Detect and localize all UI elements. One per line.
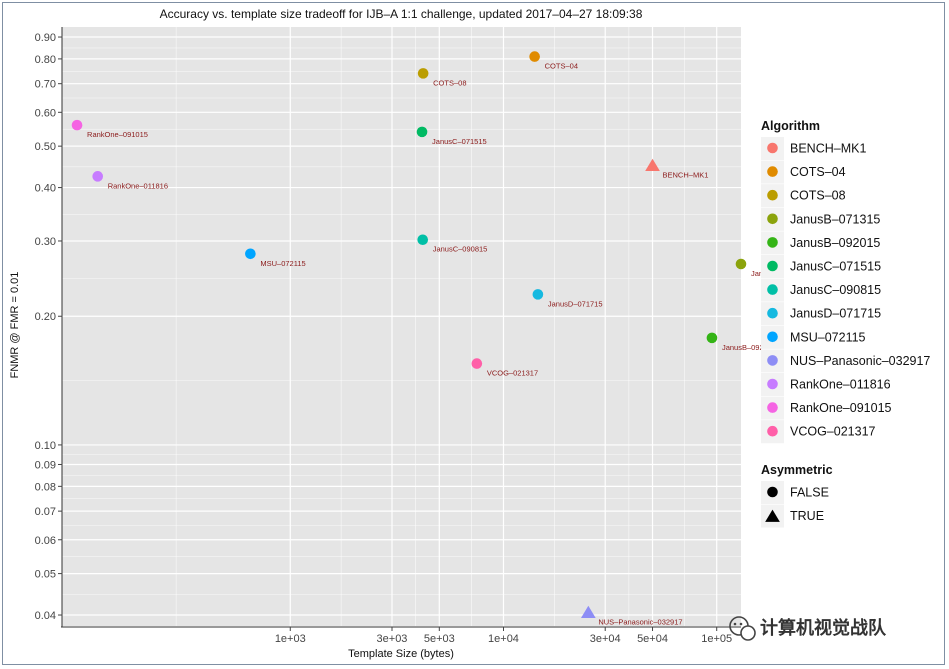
data-label: VCOG–021317 <box>487 369 538 378</box>
watermark-text: 计算机视觉战队 <box>760 617 887 638</box>
legend-label: TRUE <box>790 509 824 523</box>
legend-swatch <box>767 402 778 413</box>
legend-label: JanusC–090815 <box>790 283 881 297</box>
y-tick-label: 0.40 <box>35 183 56 195</box>
data-label: JanusC–090815 <box>433 245 488 254</box>
point-labels: BENCH–MK1COTS–04COTS–08JanusJanusB–092Ja… <box>87 62 771 627</box>
x-tick-label: 3e+04 <box>590 633 621 645</box>
legend-swatch <box>767 378 778 390</box>
x-tick-label: 1e+05 <box>701 633 732 645</box>
y-tick-label: 0.05 <box>35 569 56 581</box>
data-point <box>245 248 256 260</box>
data-point <box>71 119 83 131</box>
y-tick-label: 0.30 <box>35 236 56 248</box>
x-tick-label: 1e+03 <box>275 633 306 645</box>
plot-panel <box>62 27 741 626</box>
data-point <box>529 51 540 62</box>
y-tick-label: 0.06 <box>35 535 56 547</box>
legend-label: RankOne–091015 <box>790 401 892 415</box>
legend-algorithm: BENCH–MK1 COTS–04 COTS–08 JanusB–071315 Janu… <box>761 137 930 444</box>
legend-label: FALSE <box>790 486 829 500</box>
x-tick-label: 5e+04 <box>637 633 668 645</box>
data-point <box>471 358 483 369</box>
legend-label: MSU–072115 <box>790 330 866 344</box>
data-point <box>706 332 718 344</box>
y-axis-title: FNMR @ FMR = 0.01 <box>9 272 21 379</box>
data-label: COTS–04 <box>545 62 578 71</box>
data-label: BENCH–MK1 <box>663 171 709 180</box>
legend-algorithm-title: Algorithm <box>761 119 820 133</box>
data-point <box>532 289 544 300</box>
wechat-icon <box>729 616 756 641</box>
y-tick-label: 0.90 <box>35 32 56 44</box>
x-axis-title: Template Size (bytes) <box>348 648 454 660</box>
legend-label: JanusB–071315 <box>790 212 880 226</box>
chart-title: Accuracy vs. template size tradeoff for … <box>160 7 643 21</box>
legend-swatch <box>767 237 778 248</box>
data-label: JanusD–071715 <box>548 299 603 308</box>
data-label: MSU–072115 <box>260 259 305 268</box>
minor-gridlines <box>62 27 741 627</box>
legend-label: RankOne–011816 <box>790 378 891 392</box>
y-tick-label: 0.10 <box>35 440 56 452</box>
y-axis-ticks: 0.04 0.05 0.06 0.07 0.08 0.09 0.10 0.20 0.30 0.40… <box>35 32 62 622</box>
data-point <box>417 234 429 246</box>
legend-label: JanusC–071515 <box>790 260 881 274</box>
y-tick-label: 0.50 <box>35 141 56 153</box>
legend-swatch <box>767 331 778 343</box>
x-tick-label: 3e+03 <box>377 633 408 645</box>
legend-swatch <box>767 213 778 225</box>
data-point <box>417 68 429 79</box>
data-points <box>71 51 747 618</box>
legend-swatch <box>767 425 778 437</box>
data-point <box>645 158 660 171</box>
y-tick-label: 0.80 <box>35 54 56 66</box>
legend-swatch <box>767 189 778 201</box>
y-tick-label: 0.09 <box>35 459 56 471</box>
legend-label: COTS–04 <box>790 165 846 179</box>
data-label: JanusB–092 <box>722 343 764 352</box>
legend-label: BENCH–MK1 <box>790 142 866 156</box>
legend-asymmetric-title: Asymmetric <box>761 463 833 477</box>
legend-label: JanusB–092015 <box>790 236 880 250</box>
data-point <box>580 605 596 618</box>
legend-swatch <box>767 260 778 272</box>
legend-swatch <box>765 509 780 522</box>
legend-label: VCOG–021317 <box>790 425 876 439</box>
legend-swatch <box>767 355 778 366</box>
legend-label: COTS–08 <box>790 189 846 203</box>
legend-swatch <box>767 142 778 154</box>
data-point <box>92 171 104 182</box>
data-point <box>735 258 747 270</box>
data-label: RankOne–091015 <box>87 130 148 139</box>
x-tick-label: 5e+03 <box>424 633 455 645</box>
y-tick-label: 0.08 <box>35 481 56 493</box>
y-tick-label: 0.20 <box>35 311 56 323</box>
y-tick-label: 0.07 <box>35 506 56 518</box>
legend-swatch <box>767 307 778 319</box>
x-tick-label: 1e+04 <box>488 633 519 645</box>
data-label: RankOne–011816 <box>108 181 168 190</box>
y-tick-label: 0.70 <box>35 79 56 91</box>
data-point <box>416 126 428 138</box>
legend-swatch <box>767 486 778 498</box>
legend-label: NUS–Panasonic–032917 <box>790 354 930 368</box>
major-gridlines <box>62 27 741 627</box>
watermark: 计算机视觉战队 <box>729 616 887 641</box>
x-axis-ticks: 1e+03 3e+03 5e+03 1e+04 3e+04 5e+04 1e+05 <box>275 627 732 645</box>
data-label: COTS–08 <box>433 78 466 87</box>
data-label: JanusC–071515 <box>432 137 487 146</box>
legend-swatch <box>767 166 778 177</box>
y-tick-label: 0.04 <box>35 610 56 622</box>
legend-swatch <box>767 284 778 295</box>
legend-label: JanusD–071715 <box>790 307 881 321</box>
legend-asymmetric: FALSE TRUE <box>761 481 829 528</box>
data-label: NUS–Panasonic–032917 <box>598 618 682 627</box>
y-tick-label: 0.60 <box>35 107 56 119</box>
